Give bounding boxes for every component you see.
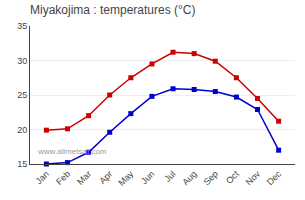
svg-text:Mar: Mar: [75, 169, 93, 187]
svg-text:Sep: Sep: [201, 169, 219, 187]
svg-text:Jul: Jul: [162, 169, 177, 184]
svg-text:Jan: Jan: [34, 169, 51, 186]
svg-text:15: 15: [17, 159, 27, 169]
svg-text:May: May: [116, 168, 135, 187]
svg-text:20: 20: [17, 125, 27, 135]
svg-text:25: 25: [17, 90, 27, 100]
svg-text:Dec: Dec: [265, 168, 284, 187]
svg-text:Apr: Apr: [97, 169, 114, 186]
svg-text:Oct: Oct: [224, 168, 241, 185]
svg-text:Jun: Jun: [139, 169, 156, 186]
svg-text:Nov: Nov: [244, 168, 263, 187]
svg-text:Miyakojima : temperatures (°C): Miyakojima : temperatures (°C): [30, 3, 196, 17]
svg-text:www.allmetsat.com: www.allmetsat.com: [37, 147, 107, 156]
svg-text:30: 30: [17, 56, 27, 66]
svg-text:Aug: Aug: [180, 169, 198, 187]
svg-text:Feb: Feb: [54, 169, 72, 187]
svg-text:35: 35: [17, 21, 27, 31]
